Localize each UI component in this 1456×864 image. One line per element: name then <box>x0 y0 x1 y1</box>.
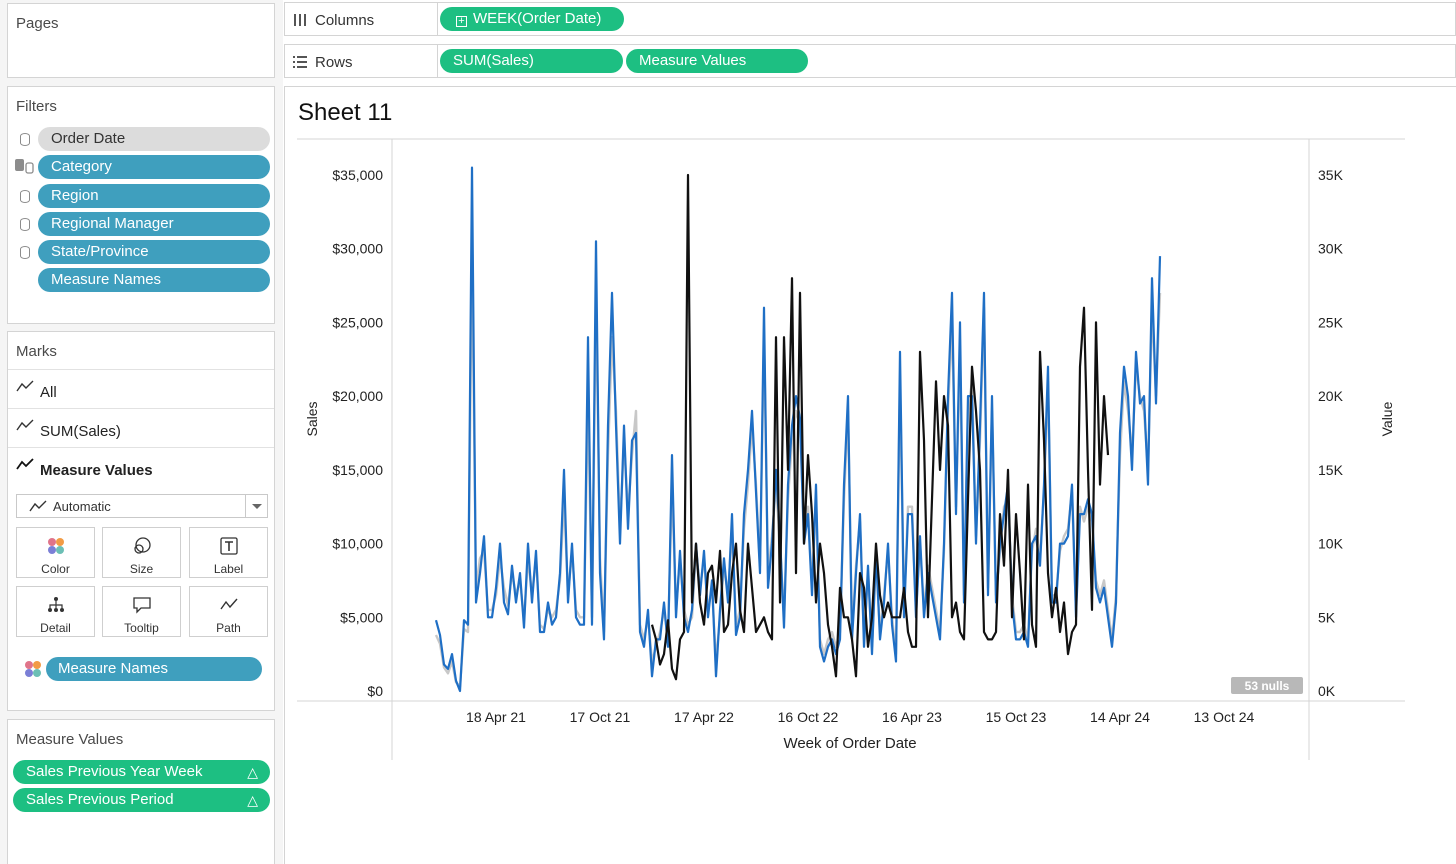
marks-row-sum-sales[interactable]: SUM(Sales) <box>8 408 274 446</box>
color-pill-measure-names[interactable]: Measure Names <box>46 657 262 681</box>
filters-title: Filters <box>16 98 57 115</box>
datasource-icon <box>20 246 30 259</box>
rows-pill-measure-values[interactable]: Measure Values <box>626 49 808 73</box>
rows-icon <box>293 56 307 68</box>
size-icon <box>133 537 151 554</box>
detail-button[interactable]: Detail <box>16 586 95 637</box>
columns-icon <box>294 14 306 26</box>
category-icon <box>14 157 36 175</box>
line-mark-icon <box>16 458 34 470</box>
rows-pill-sum-sales[interactable]: SUM(Sales) <box>440 49 623 73</box>
rows-label: Rows <box>315 54 353 71</box>
label-button-label: Label <box>213 562 244 576</box>
measure-pill-label: Sales Previous Year Week <box>26 763 203 780</box>
datasource-icon <box>20 133 30 146</box>
filter-pill-region[interactable]: Region <box>38 184 270 208</box>
line-mark-icon <box>16 419 34 431</box>
path-icon <box>219 598 238 610</box>
pages-title: Pages <box>16 15 59 32</box>
filter-pill-order-date[interactable]: Order Date <box>38 127 270 151</box>
measure-pill-prev-year-week[interactable]: Sales Previous Year Week △ <box>13 760 270 784</box>
color-icon <box>25 661 41 677</box>
datasource-icon <box>20 218 30 231</box>
marks-card[interactable]: Marks All SUM(Sales) Measure Values Auto… <box>7 331 275 711</box>
label-button[interactable]: Label <box>189 527 268 578</box>
measure-pill-label: Sales Previous Period <box>26 791 174 808</box>
label-icon <box>219 537 238 555</box>
datasource-icon <box>20 190 30 203</box>
columns-pill-label: WEEK(Order Date) <box>473 10 602 27</box>
marks-row-label: SUM(Sales) <box>40 423 121 440</box>
sheet-title: Sheet 11 <box>298 99 393 126</box>
mark-type-dropdown[interactable]: Automatic <box>16 494 268 518</box>
filters-card[interactable]: Filters Order Date Category Region Regio… <box>7 86 275 324</box>
expand-icon[interactable]: + <box>456 16 467 27</box>
filter-pill-measure-names[interactable]: Measure Names <box>38 268 270 292</box>
path-button-label: Path <box>216 621 241 635</box>
filter-pill-category[interactable]: Category <box>38 155 270 179</box>
columns-label: Columns <box>315 12 375 29</box>
color-icon <box>47 538 64 554</box>
delta-icon: △ <box>247 792 258 808</box>
tooltip-button[interactable]: Tooltip <box>102 586 181 637</box>
size-button[interactable]: Size <box>102 527 181 578</box>
shelf-divider <box>437 3 438 35</box>
filter-pill-state-province[interactable]: State/Province <box>38 240 270 264</box>
filter-pill-regional-manager[interactable]: Regional Manager <box>38 212 270 236</box>
marks-row-measure-values[interactable]: Measure Values <box>8 447 274 485</box>
columns-shelf[interactable]: Columns + WEEK(Order Date) <box>284 2 1456 36</box>
side-panels: Pages Filters Order Date Category Region… <box>0 0 283 864</box>
rows-shelf[interactable]: Rows SUM(Sales) Measure Values <box>284 44 1456 78</box>
line-mark-icon <box>29 500 47 512</box>
shelf-divider <box>437 45 438 77</box>
measure-pill-prev-period[interactable]: Sales Previous Period △ <box>13 788 270 812</box>
line-mark-icon <box>16 380 34 392</box>
worksheet-view[interactable]: Sheet 11 <box>284 86 1456 864</box>
path-button[interactable]: Path <box>189 586 268 637</box>
color-button[interactable]: Color <box>16 527 95 578</box>
marks-row-all[interactable]: All <box>8 369 274 407</box>
mark-type-value: Automatic <box>53 499 111 514</box>
size-button-label: Size <box>129 562 154 576</box>
measure-values-title: Measure Values <box>16 731 124 748</box>
marks-row-label: Measure Values <box>40 462 153 479</box>
tooltip-icon <box>132 597 151 614</box>
pages-card[interactable]: Pages <box>7 3 275 78</box>
color-button-label: Color <box>41 562 70 576</box>
chevron-down-icon[interactable] <box>245 495 267 517</box>
columns-pill-week-order-date[interactable]: + WEEK(Order Date) <box>440 7 624 31</box>
measure-values-card[interactable]: Measure Values Sales Previous Year Week … <box>7 719 275 864</box>
marks-row-label: All <box>40 384 57 401</box>
detail-icon <box>47 597 64 612</box>
tooltip-button-label: Tooltip <box>124 621 159 635</box>
detail-button-label: Detail <box>40 621 71 635</box>
marks-title: Marks <box>16 343 57 360</box>
delta-icon: △ <box>247 764 258 780</box>
